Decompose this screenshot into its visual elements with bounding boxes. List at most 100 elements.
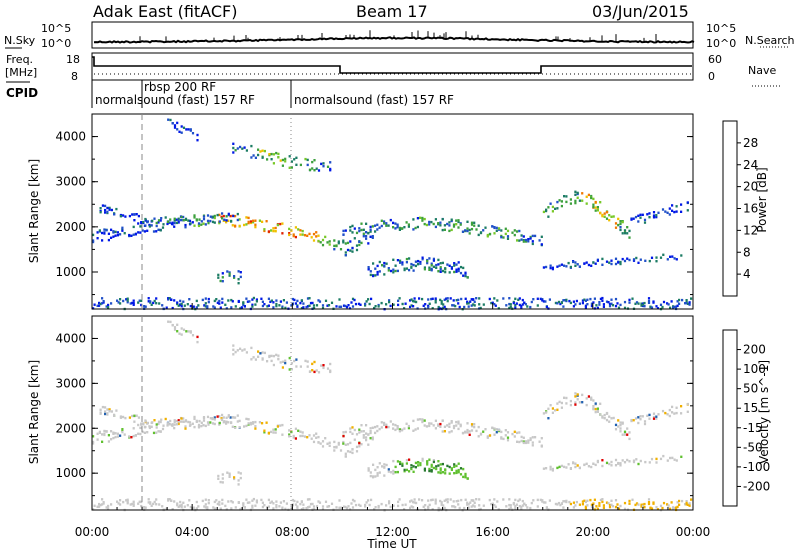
velocity-cell xyxy=(617,507,621,510)
velocity-cell xyxy=(457,499,460,503)
velocity-cell xyxy=(349,430,352,434)
x-tick-label: 12:00 xyxy=(375,525,410,539)
power-cell xyxy=(302,306,305,309)
power-cell xyxy=(166,222,169,226)
velocity-cell xyxy=(531,436,534,439)
power-cell xyxy=(491,225,494,228)
y-tick-label: 2000 xyxy=(55,220,86,234)
velocity-cell xyxy=(547,407,550,410)
velocity-cell xyxy=(221,498,224,502)
power-cell xyxy=(358,229,361,233)
power-cell xyxy=(351,250,354,253)
power-cell xyxy=(353,237,356,240)
power-cell xyxy=(581,199,584,202)
power-cell xyxy=(349,225,352,229)
nsky-tick-high: 10^5 xyxy=(41,22,72,35)
velocity-cell xyxy=(311,369,314,372)
velocity-cell xyxy=(380,502,383,506)
power-cell xyxy=(383,264,386,268)
velocity-cell xyxy=(585,403,588,407)
y-tick-label: 2000 xyxy=(55,421,86,435)
power-cell xyxy=(529,235,532,239)
velocity-cell xyxy=(399,460,402,464)
power-cell xyxy=(157,228,160,231)
power-cell xyxy=(590,302,593,305)
power-cell xyxy=(527,238,530,241)
velocity-cell xyxy=(175,423,179,426)
velocity-cell xyxy=(439,469,442,472)
velocity-cell xyxy=(522,436,525,439)
power-cell xyxy=(655,215,658,219)
velocity-cell xyxy=(452,426,456,430)
power-cell xyxy=(229,214,232,218)
velocity-cell xyxy=(188,421,192,424)
velocity-cell xyxy=(155,431,158,434)
velocity-cell xyxy=(457,462,460,465)
velocity-cell xyxy=(457,468,460,472)
nave-tick-high: 60 xyxy=(708,53,722,66)
power-cell xyxy=(241,147,244,150)
velocity-cell xyxy=(432,466,435,470)
velocity-cell xyxy=(360,424,363,427)
power-cell xyxy=(252,219,255,222)
velocity-cell xyxy=(659,457,663,461)
velocity-cell xyxy=(184,419,188,422)
power-cell xyxy=(541,299,544,302)
power-cell xyxy=(619,228,622,232)
power-cell xyxy=(496,299,499,302)
power-cell xyxy=(274,226,277,230)
velocity-cell xyxy=(296,506,299,509)
power-cell xyxy=(614,262,618,266)
power-cell xyxy=(116,231,119,234)
velocity-cell xyxy=(380,421,383,424)
velocity-cell xyxy=(661,409,665,413)
power-cell xyxy=(394,264,397,267)
power-cell xyxy=(110,228,113,231)
velocity-cell xyxy=(449,498,452,501)
power-cell xyxy=(385,224,388,227)
velocity-cell xyxy=(315,505,319,508)
velocity-cell xyxy=(159,420,162,424)
power-cell xyxy=(221,212,224,215)
power-cell xyxy=(525,240,528,243)
power-cell xyxy=(568,299,571,303)
power-cell xyxy=(587,193,590,197)
power-cell xyxy=(394,222,397,225)
velocity-cell xyxy=(249,421,252,425)
power-cell xyxy=(191,221,194,224)
velocity-cell xyxy=(197,423,201,427)
velocity-cell xyxy=(155,423,158,426)
velocity-cell xyxy=(602,504,605,507)
power-cell xyxy=(272,306,275,309)
velocity-cell xyxy=(365,432,368,435)
power-cell xyxy=(381,264,384,267)
velocity-cell xyxy=(186,504,189,507)
velocity-cell xyxy=(464,430,467,433)
velocity-cell xyxy=(478,498,481,501)
power-cell xyxy=(605,217,609,220)
power-cell xyxy=(114,230,117,234)
power-cell xyxy=(254,225,257,229)
freq-series-line xyxy=(92,56,692,74)
velocity-cell xyxy=(282,500,285,503)
velocity-cell xyxy=(101,433,104,436)
velocity-cell xyxy=(261,422,264,425)
power-cell xyxy=(369,235,372,238)
power-cell xyxy=(147,300,150,303)
power-cell xyxy=(559,302,562,306)
velocity-cell xyxy=(140,500,143,504)
power-cell xyxy=(509,303,512,306)
velocity-cell xyxy=(685,501,688,505)
power-cell xyxy=(578,302,581,305)
velocity-cell xyxy=(171,508,174,511)
power-cell xyxy=(301,233,304,236)
velocity-cell xyxy=(281,433,284,436)
velocity-cell xyxy=(218,421,221,425)
power-cell xyxy=(401,227,404,230)
velocity-cell xyxy=(403,468,406,472)
power-cell xyxy=(426,261,429,265)
velocity-cell xyxy=(358,431,361,434)
power-cell xyxy=(315,235,318,238)
colorbar-tick-label: -15 xyxy=(743,421,763,435)
power-cell xyxy=(221,217,224,220)
